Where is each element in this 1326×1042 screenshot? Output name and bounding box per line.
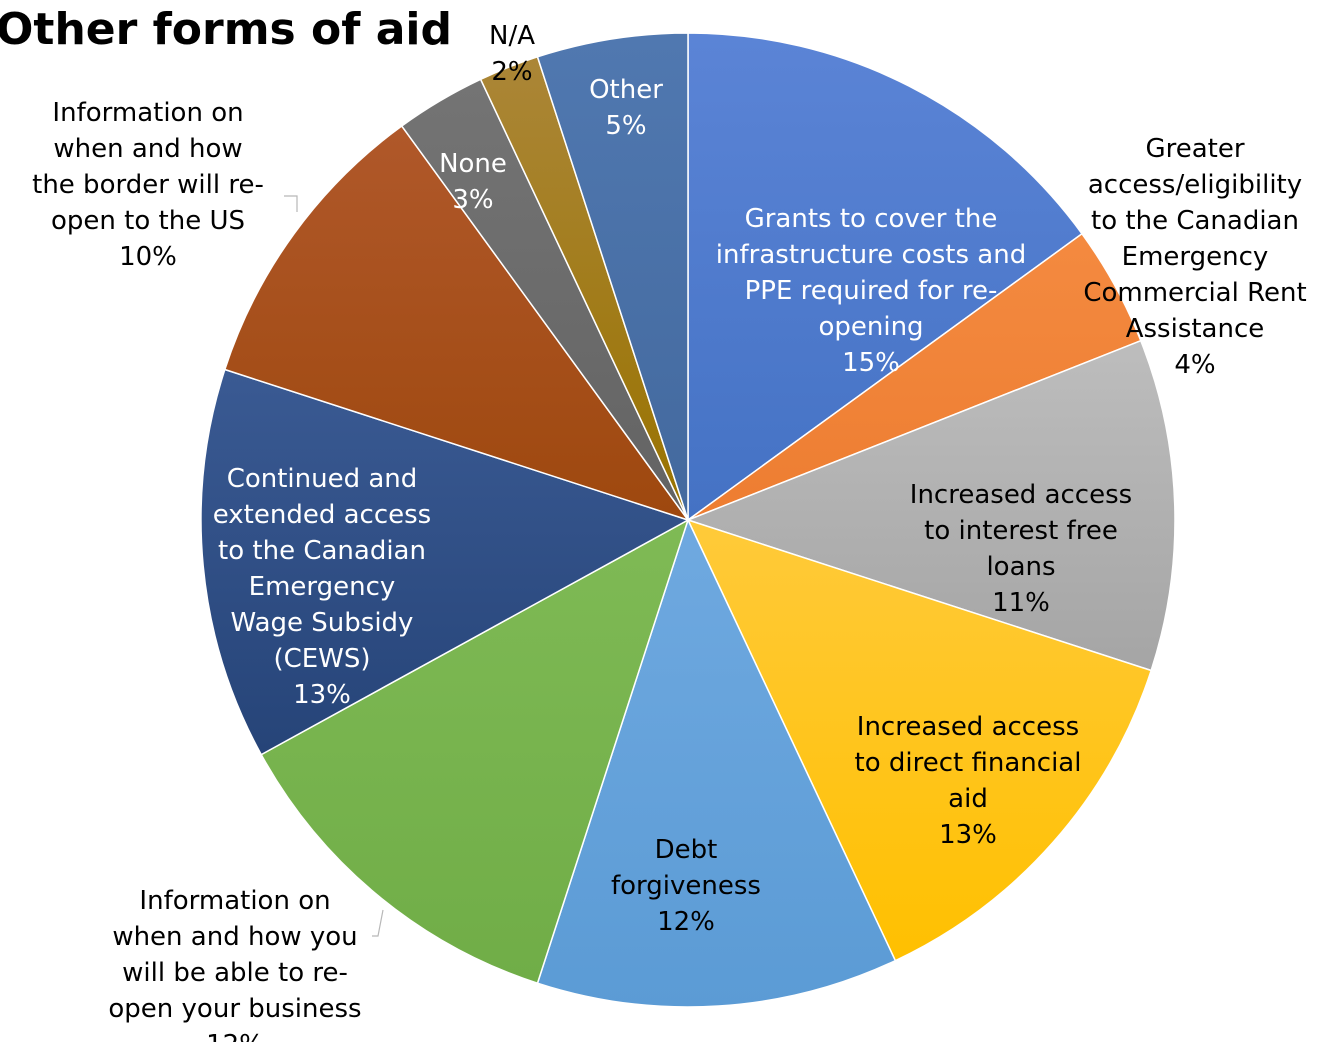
pie-slice-2: [685, 339, 1176, 672]
slice-label-line: (CEWS): [273, 644, 370, 674]
slice-label-line: aid: [948, 784, 988, 814]
slice-label-10: Other 5%: [589, 75, 663, 141]
slice-label-line: Emergency: [1122, 242, 1269, 272]
slice-label-line: open to the US: [51, 206, 245, 236]
slice-label-line: Greater: [1145, 134, 1244, 164]
slice-labels: Grants to cover the infrastructure costs …: [32, 21, 1307, 1042]
slice-label-line: the border will re-: [32, 170, 264, 200]
slice-label-line: None: [439, 149, 507, 179]
slice-percent-2: 11%: [992, 588, 1050, 618]
slice-percent-4: 12%: [657, 907, 715, 937]
pie-slice-7: [223, 124, 690, 522]
slice-label-line: will be able to re-: [122, 958, 348, 988]
slice-label-5: Information on when and how you will be ab…: [108, 886, 361, 1042]
leader-lines: [284, 195, 384, 937]
slice-label-line: to the Canadian: [218, 536, 426, 566]
slice-percent-9: 2%: [491, 57, 532, 87]
slice-label-8: None 3%: [439, 149, 507, 215]
slice-label-line: when and how: [53, 134, 242, 164]
pie-slice-6: [200, 368, 690, 756]
slice-label-line: Other: [589, 75, 663, 105]
slice-label-line: Information on: [52, 98, 243, 128]
slice-label-line: infrastructure costs and: [716, 240, 1026, 270]
leader-line-border: [284, 195, 298, 212]
chart-title: Other forms of aid: [0, 4, 452, 55]
slice-percent-6: 13%: [293, 680, 351, 710]
slice-percent-1: 4%: [1174, 350, 1215, 380]
slice-label-line: N/A: [489, 21, 535, 51]
slice-percent-3: 13%: [939, 820, 997, 850]
slice-label-1: Greater access/eligibility to the Canadian…: [1083, 134, 1306, 380]
slice-label-line: Commercial Rent: [1083, 278, 1306, 308]
slice-label-7: Information on when and how the border wil…: [32, 98, 264, 272]
slice-label-6: Continued and extended access to the Canad…: [213, 464, 431, 710]
slice-label-3: Increased access to direct financial aid 13…: [855, 712, 1082, 850]
slice-label-line: when and how you: [112, 922, 357, 952]
slice-percent-5: 12%: [206, 1030, 264, 1042]
leader-line-reopen: [372, 909, 384, 937]
pie-slice-4: [536, 517, 897, 1008]
pie-slice-3: [686, 518, 1153, 962]
pie-slice-5: [260, 518, 690, 985]
slice-label-line: open your business: [108, 994, 361, 1024]
slice-label-line: to direct financial: [855, 748, 1082, 778]
slice-label-line: Assistance: [1126, 314, 1265, 344]
pie-slice-10: [536, 32, 689, 521]
slice-label-4: Debt forgiveness 12%: [611, 835, 761, 937]
pie-slices: [200, 32, 1176, 1008]
slice-label-line: Information on: [139, 886, 330, 916]
slice-label-line: Wage Subsidy: [231, 608, 414, 638]
slice-label-line: Continued and: [227, 464, 418, 494]
slice-label-line: extended access: [213, 500, 431, 530]
slice-label-line: opening: [818, 312, 923, 342]
slice-percent-0: 15%: [842, 348, 900, 378]
pie-slice-0: [687, 32, 1084, 522]
slice-percent-10: 5%: [605, 111, 646, 141]
slice-percent-8: 3%: [452, 185, 493, 215]
slice-label-9: N/A 2%: [489, 21, 535, 87]
slice-label-line: Increased access: [857, 712, 1079, 742]
slice-label-line: loans: [986, 552, 1055, 582]
slice-label-line: PPE required for re-: [745, 276, 998, 306]
slice-label-line: access/eligibility: [1088, 170, 1302, 200]
slice-label-line: to the Canadian: [1091, 206, 1299, 236]
slice-label-line: Debt: [655, 835, 718, 865]
slice-label-line: Increased access: [910, 480, 1132, 510]
slice-label-2: Increased access to interest free loans 11%: [910, 480, 1132, 618]
slice-percent-7: 10%: [119, 242, 177, 272]
slice-label-line: Grants to cover the: [745, 204, 998, 234]
slice-label-line: Emergency: [249, 572, 396, 602]
slice-label-0: Grants to cover the infrastructure costs …: [716, 204, 1026, 378]
slice-label-line: forgiveness: [611, 871, 761, 901]
slice-label-line: to interest free: [924, 516, 1118, 546]
